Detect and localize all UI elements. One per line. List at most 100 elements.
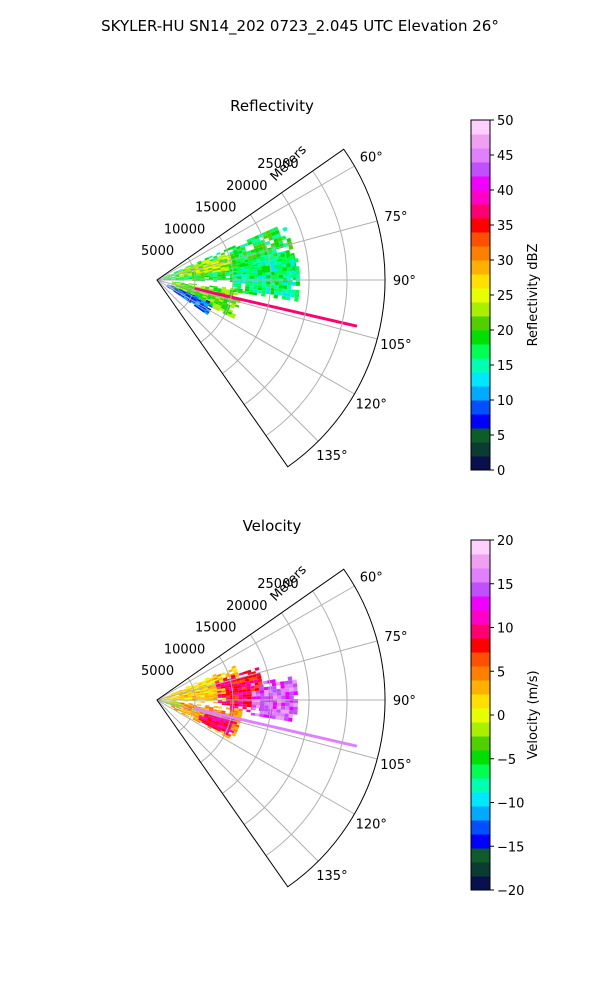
echo-cell [188,696,193,698]
echo-cell [167,698,172,700]
echo-cell [237,276,242,279]
echo-cell [167,696,172,698]
echo-cell [191,301,196,305]
echo-cell [193,296,199,300]
echo-cell [225,735,231,739]
azimuth-gridline [156,279,378,340]
echo-cell [213,301,219,305]
colorbar-swatch [471,540,490,555]
echo-cell [212,255,218,259]
echo-cell [268,236,274,241]
echo-cell [252,292,258,296]
echo-cell [271,682,277,687]
echo-cell [295,281,300,286]
echo-cell [173,701,178,703]
echo-cell [284,713,289,718]
echo-cell [286,266,292,271]
echo-cell [197,261,202,265]
echo-cell [212,726,218,730]
radial-tick-label: 5000 [141,244,174,259]
echo-cell [195,270,200,273]
echo-cell [180,294,185,298]
echo-cell [239,257,245,262]
echo-cell [238,710,243,714]
echo-cell [246,688,251,692]
echo-cell [289,695,294,700]
echo-cell [209,299,215,303]
echo-cell [212,689,217,693]
echo-cell [251,702,257,705]
echo-cell [241,249,247,253]
echo-cell [198,265,204,269]
echo-cell [176,293,181,296]
echo-cell [221,726,227,730]
echo-cell [200,273,205,276]
echo-cell [186,267,191,270]
echo-cell [194,267,200,270]
echo-cell [217,272,222,275]
colorbar-swatch [471,414,490,429]
echo-cell [174,270,179,273]
echo-cell [276,709,281,713]
azimuth-tick-label: 75° [384,210,407,225]
echo-cell [241,684,247,688]
echo-cell [208,714,213,718]
echo-cell [230,674,236,679]
echo-cell [228,669,233,673]
echo-cell [177,702,182,704]
echo-cell [271,712,277,716]
echo-cell [163,278,168,280]
echo-cell [175,276,180,278]
echo-cell [188,276,193,278]
echo-cell [230,695,235,698]
echo-cell [242,251,248,256]
echo-cell [224,268,230,271]
echo-cell [174,288,179,291]
velocity-colorbar: −20 −15 −10 −5 0 5 10 15 20 Velocity (m/s) [470,534,541,899]
echo-cell [231,312,236,317]
echo-cell [204,287,210,290]
echo-cell [196,706,201,709]
echo-cell [170,705,175,708]
echo-region-2 [232,252,300,302]
echo-cell [185,293,190,297]
colorbar-swatch [471,666,490,681]
echo-cell [288,710,294,715]
echo-cell [176,705,181,708]
echo-cell [256,702,261,705]
echo-cell [257,284,263,288]
echo-cell [199,712,204,715]
echo-cell [206,307,212,311]
echo-cell [184,285,189,287]
echo-cell [246,669,252,674]
echo-cell [274,284,279,289]
echo-cell [244,265,249,269]
echo-cell [173,702,178,705]
echo-cell [182,289,187,292]
echo-cell [253,281,259,285]
echo-cell [216,252,221,256]
echo-cell [194,295,199,298]
echo-cell [253,267,258,271]
echo-cell [204,691,209,694]
echo-cell [164,701,169,703]
echo-cell [245,273,250,277]
echo-cell [195,290,200,294]
echo-cell [253,289,258,293]
echo-cell [216,728,221,732]
echo-cell [215,720,220,724]
echo-cell [233,292,238,296]
azimuth-gridline [156,699,355,815]
echo-cell [186,292,191,295]
echo-cell [196,300,201,304]
echo-cell [233,685,238,689]
radial-tick-label: 25000 [257,577,298,592]
echo-cell [273,294,278,299]
echo-cell [166,695,171,697]
echo-cell [233,251,239,256]
echo-cell [232,721,238,725]
echo-cell [164,700,170,702]
radial-tick-label: 25000 [257,157,298,172]
echo-cell [286,292,291,297]
echo-cell [273,261,278,266]
